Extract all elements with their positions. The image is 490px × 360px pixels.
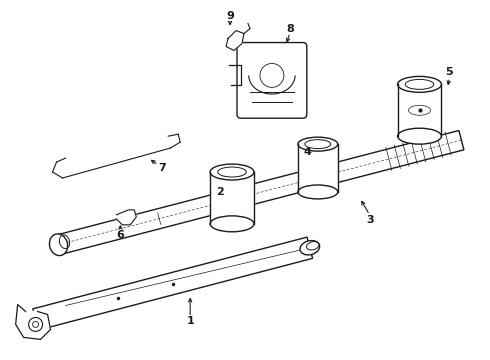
- Polygon shape: [298, 144, 338, 192]
- Text: 6: 6: [117, 230, 124, 240]
- Ellipse shape: [298, 137, 338, 151]
- Ellipse shape: [49, 234, 68, 256]
- FancyBboxPatch shape: [237, 42, 307, 118]
- Text: 5: 5: [445, 67, 453, 77]
- Text: 1: 1: [186, 316, 194, 327]
- Text: 7: 7: [158, 163, 166, 173]
- Ellipse shape: [397, 128, 441, 144]
- Polygon shape: [33, 237, 313, 330]
- Polygon shape: [116, 210, 136, 225]
- Text: 3: 3: [366, 215, 373, 225]
- Polygon shape: [229, 66, 241, 85]
- Text: 2: 2: [216, 187, 224, 197]
- Polygon shape: [56, 131, 464, 255]
- Text: 4: 4: [304, 147, 312, 157]
- Ellipse shape: [397, 76, 441, 92]
- Text: 8: 8: [286, 24, 294, 33]
- Text: 9: 9: [226, 11, 234, 21]
- Ellipse shape: [300, 240, 319, 255]
- Ellipse shape: [210, 216, 254, 232]
- Polygon shape: [226, 31, 244, 50]
- Ellipse shape: [298, 185, 338, 199]
- Ellipse shape: [210, 164, 254, 180]
- Polygon shape: [210, 172, 254, 224]
- Polygon shape: [397, 84, 441, 136]
- Polygon shape: [16, 305, 50, 339]
